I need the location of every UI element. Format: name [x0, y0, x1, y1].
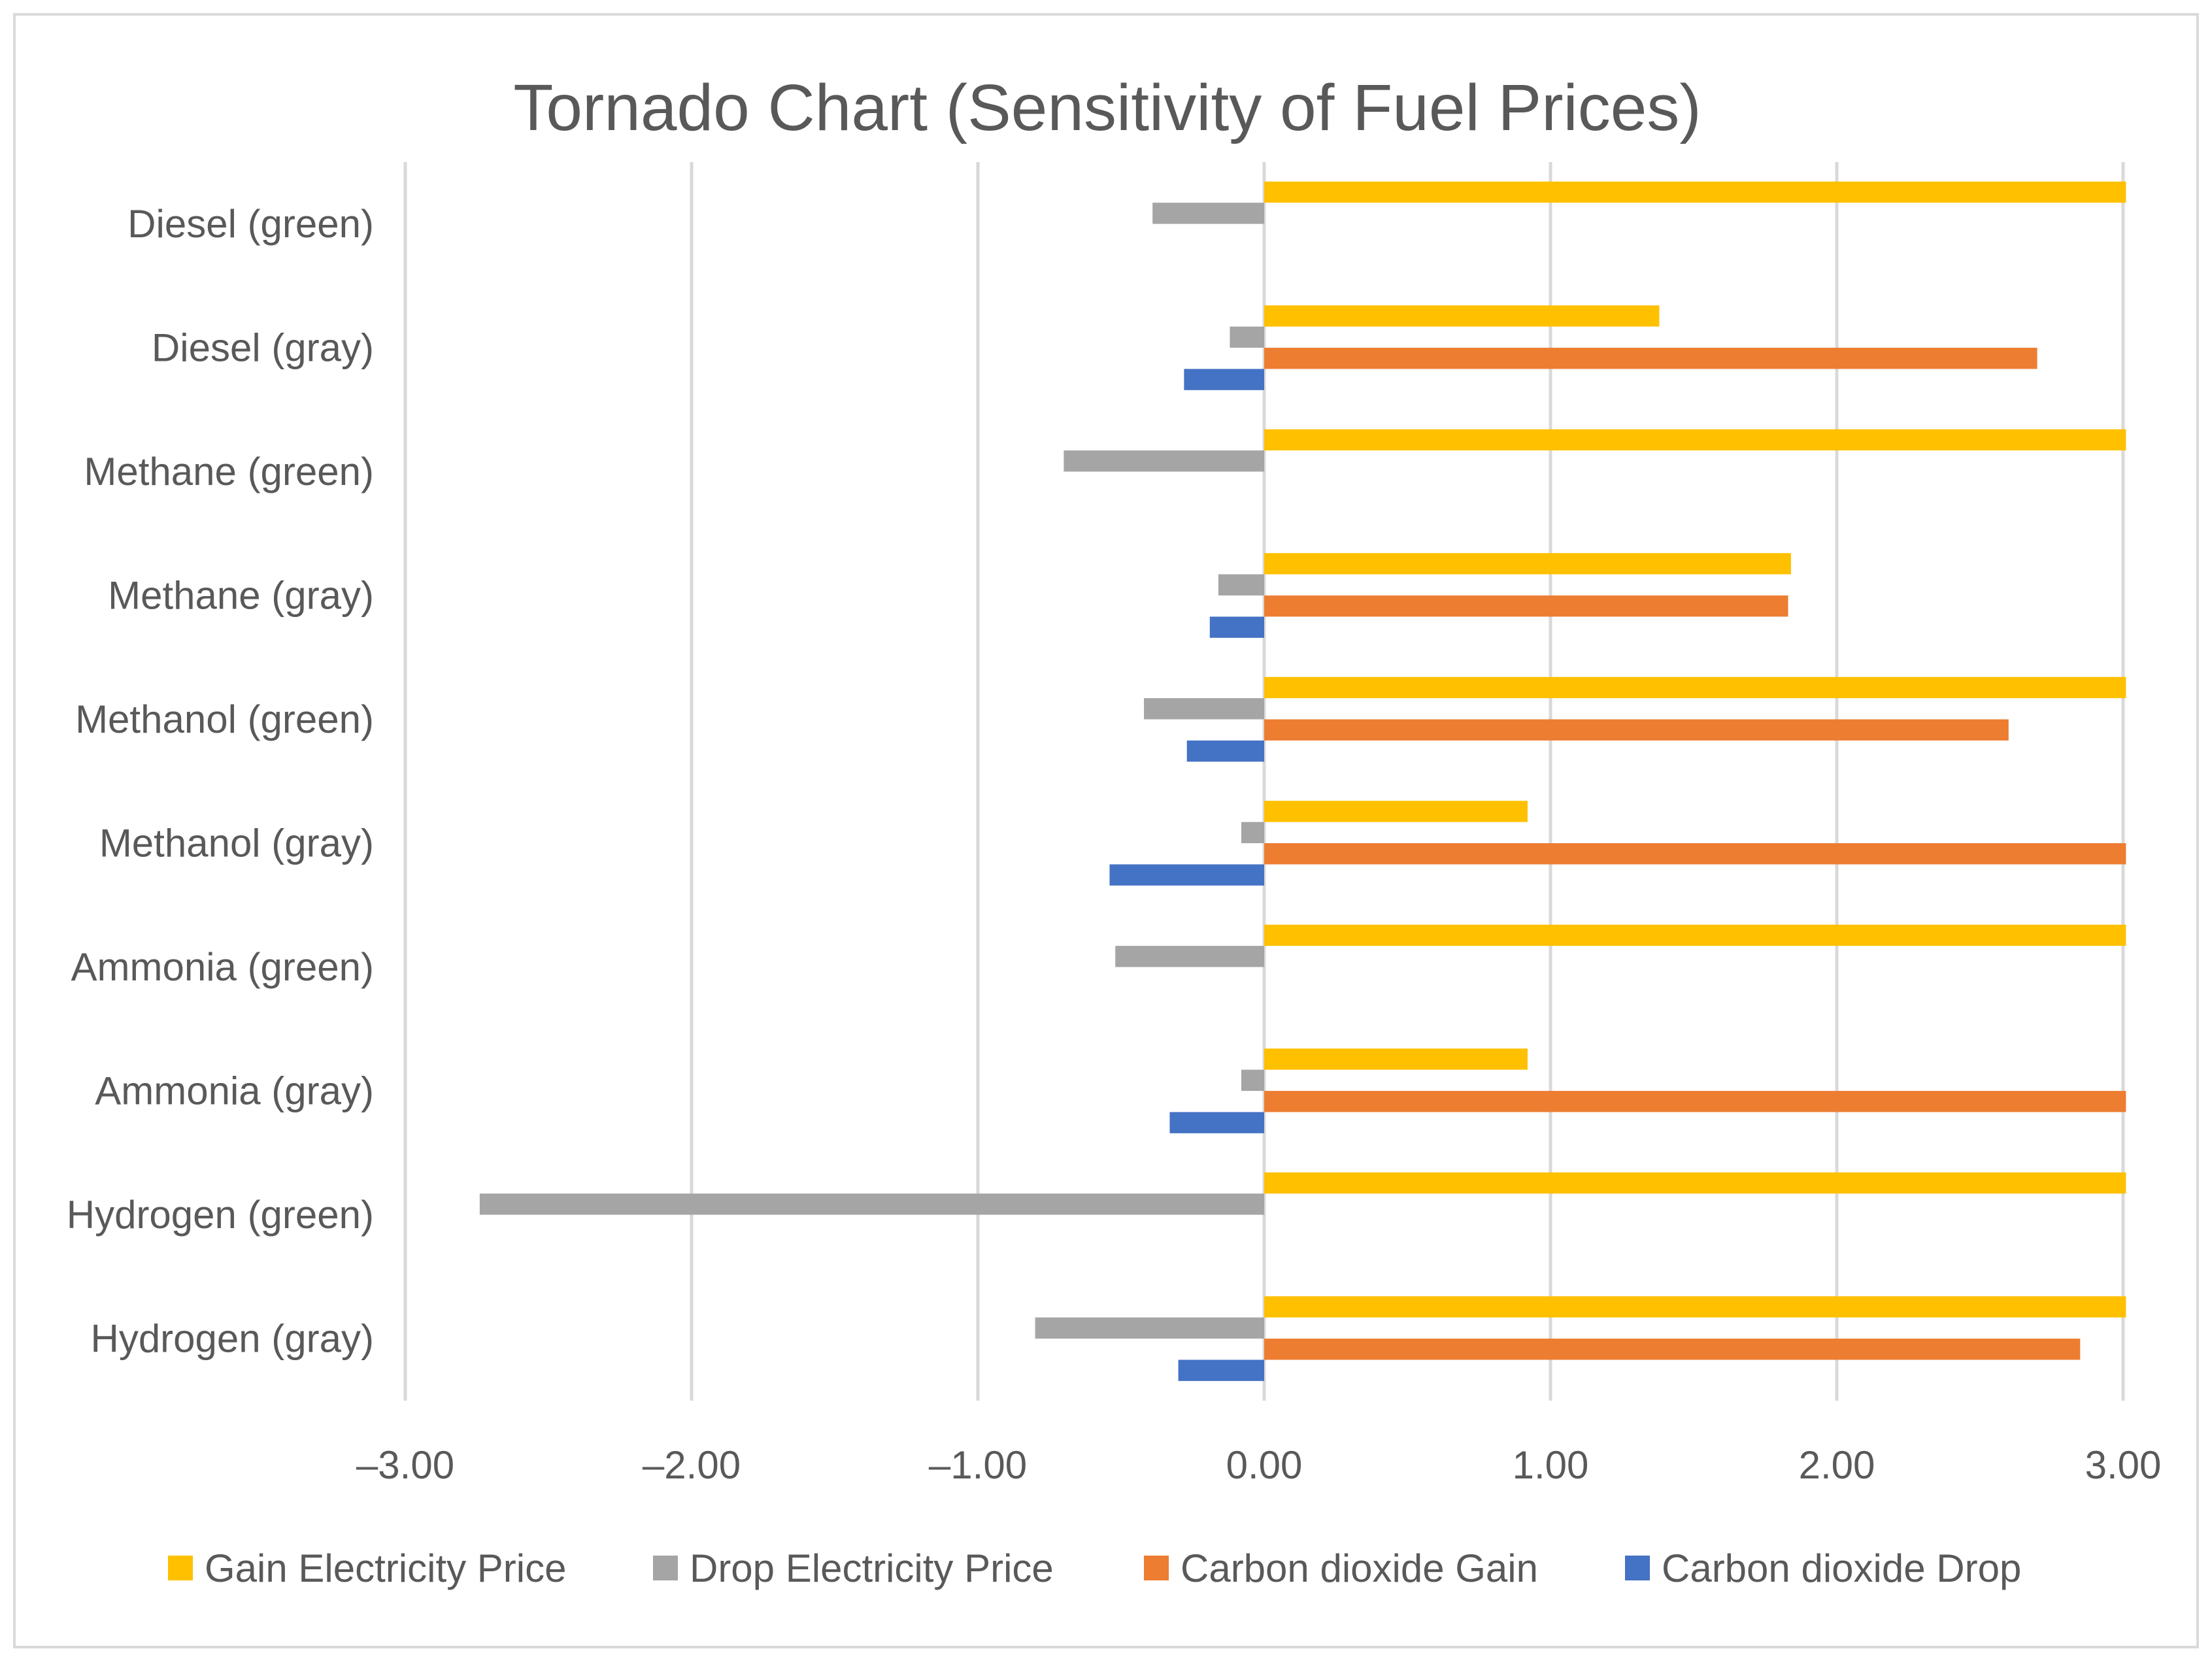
chart-frame [13, 13, 2199, 1648]
legend-swatch [1625, 1556, 1650, 1580]
bar-carbon-dioxide-drop [1178, 1359, 1264, 1381]
category-label: Diesel (green) [127, 202, 374, 246]
bar-gain-electricity-price [1264, 1296, 2126, 1318]
category-label: Methanol (green) [75, 697, 374, 741]
bar-carbon-dioxide-drop [1169, 1112, 1264, 1133]
bar-carbon-dioxide-drop [1186, 740, 1264, 762]
legend-label: Carbon dioxide Drop [1662, 1546, 2021, 1590]
bar-carbon-dioxide-gain [1264, 719, 2009, 741]
bar-drop-electricity-price [1230, 326, 1264, 348]
bar-gain-electricity-price [1264, 801, 1528, 822]
legend-swatch [653, 1556, 678, 1580]
bar-drop-electricity-price [1241, 822, 1264, 844]
bar-gain-electricity-price [1264, 553, 1791, 575]
bars [479, 181, 2126, 1381]
category-label: Methane (green) [84, 450, 374, 493]
legend-swatch [1144, 1556, 1169, 1580]
category-labels: Diesel (green) Diesel (gray) Methane (gree… [67, 202, 374, 1361]
bar-gain-electricity-price [1264, 429, 2126, 451]
bar-gain-electricity-price [1264, 1048, 1528, 1070]
category-label: Hydrogen (gray) [90, 1316, 374, 1360]
bar-drop-electricity-price [1064, 450, 1264, 472]
bar-gain-electricity-price [1264, 1172, 2126, 1194]
bar-drop-electricity-price [479, 1193, 1264, 1215]
legend-label: Drop Electricity Price [690, 1546, 1054, 1590]
x-tick-label: –2.00 [643, 1443, 741, 1487]
bar-carbon-dioxide-gain [1264, 595, 1788, 617]
bar-drop-electricity-price [1218, 574, 1264, 596]
bar-drop-electricity-price [1241, 1069, 1264, 1092]
x-tick-label: 3.00 [2085, 1443, 2162, 1487]
bar-gain-electricity-price [1264, 676, 2126, 699]
bar-carbon-dioxide-drop [1209, 616, 1264, 638]
x-tick-label: 1.00 [1513, 1443, 1589, 1487]
bar-carbon-dioxide-gain [1264, 1339, 2081, 1360]
x-tick-label: 2.00 [1799, 1443, 1875, 1487]
legend-label: Carbon dioxide Gain [1181, 1546, 1538, 1590]
bar-drop-electricity-price [1115, 946, 1264, 967]
bar-carbon-dioxide-gain [1264, 348, 2037, 369]
bar-drop-electricity-price [1035, 1317, 1264, 1339]
category-label: Diesel (gray) [152, 325, 374, 369]
category-label: Ammonia (gray) [95, 1069, 374, 1112]
bar-gain-electricity-price [1264, 181, 2126, 203]
x-tick-labels: –3.00 –2.00 –1.00 0.00 1.00 2.00 3.00 [356, 1443, 2161, 1487]
x-tick-label: 0.00 [1226, 1443, 1303, 1487]
bar-gain-electricity-price [1264, 305, 1660, 327]
bar-carbon-dioxide-drop [1109, 864, 1264, 886]
bar-drop-electricity-price [1152, 203, 1264, 224]
bar-carbon-dioxide-gain [1264, 843, 2126, 865]
bar-carbon-dioxide-drop [1184, 369, 1264, 390]
category-label: Methane (gray) [108, 573, 374, 617]
category-label: Hydrogen (green) [67, 1193, 374, 1237]
legend-label: Gain Electricity Price [205, 1546, 566, 1590]
bar-drop-electricity-price [1144, 698, 1264, 720]
chart-title: Tornado Chart (Sensitivity of Fuel Price… [513, 71, 1701, 144]
x-tick-label: –3.00 [356, 1443, 454, 1487]
bar-carbon-dioxide-gain [1264, 1091, 2126, 1112]
category-label: Methanol (gray) [99, 821, 374, 865]
x-tick-label: –1.00 [929, 1443, 1027, 1487]
category-label: Ammonia (green) [71, 945, 374, 989]
bar-gain-electricity-price [1264, 924, 2126, 946]
legend-swatch [168, 1556, 193, 1580]
legend: Gain Electricity Price Drop Electricity P… [168, 1546, 2021, 1590]
